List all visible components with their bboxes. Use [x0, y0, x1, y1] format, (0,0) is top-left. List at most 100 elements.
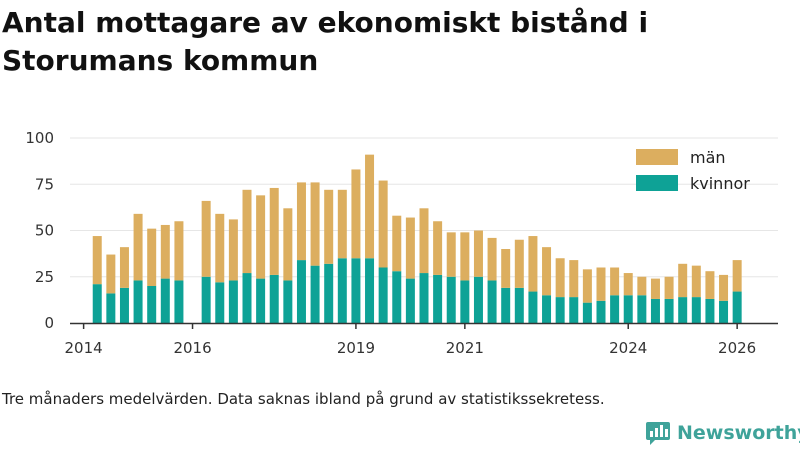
bar-kvinnor-45 [719, 300, 729, 323]
bar-kvinnor-11 [256, 278, 266, 323]
x-tick-label-2016: 2016 [173, 339, 211, 357]
bar-man-17 [337, 189, 347, 259]
bar-kvinnor-23 [419, 273, 429, 323]
bar-man-3 [133, 213, 143, 281]
bar-kvinnor-42 [678, 297, 688, 323]
legend: män kvinnor [636, 148, 750, 193]
bar-man-33 [555, 258, 565, 298]
bar-kvinnor-38 [623, 295, 633, 323]
bar-man-26 [460, 232, 470, 281]
newsworthy-logo-icon [646, 422, 670, 445]
bar-man-40 [650, 278, 660, 299]
bar-man-22 [405, 217, 415, 279]
legend-swatch-men [636, 149, 678, 165]
y-tick-label-25: 25 [35, 268, 54, 286]
bar-kvinnor-17 [337, 258, 347, 323]
bar-man-4 [147, 228, 157, 286]
chart-title: Antal mottagare av ekonomiskt bistånd i … [2, 6, 649, 77]
bar-man-5 [160, 224, 170, 279]
bar-man-21 [392, 215, 402, 272]
bar-kvinnor-22 [405, 278, 415, 323]
bar-kvinnor-27 [473, 276, 483, 323]
bar-man-9 [228, 219, 238, 281]
bar-kvinnor-14 [296, 260, 306, 323]
bar-kvinnor-18 [351, 258, 361, 323]
bar-kvinnor-26 [460, 280, 470, 323]
bar-kvinnor-20 [378, 267, 388, 323]
x-tick-label-2026: 2026 [718, 339, 756, 357]
bar-kvinnor-31 [528, 291, 538, 323]
bar-kvinnor-39 [637, 295, 647, 323]
bar-man-1 [106, 254, 116, 294]
bar-kvinnor-7 [201, 276, 211, 323]
bar-kvinnor-13 [283, 280, 293, 323]
bar-man-27 [473, 230, 483, 277]
bar-man-6 [174, 221, 184, 281]
y-tick-label-0: 0 [44, 314, 54, 332]
bar-kvinnor-12 [269, 274, 279, 323]
chart-caption: Tre månaders medelvärden. Data saknas ib… [2, 390, 605, 408]
bar-man-28 [487, 237, 497, 281]
bar-kvinnor-35 [582, 302, 592, 323]
axes: 0 25 50 75 100 2014 2016 2019 2021 2024 2026 [25, 129, 778, 357]
bar-kvinnor-25 [446, 276, 456, 323]
bar-man-15 [310, 182, 320, 266]
bar-kvinnor-43 [691, 297, 701, 323]
bar-kvinnor-41 [664, 298, 674, 323]
bar-kvinnor-3 [133, 280, 143, 323]
bar-kvinnor-10 [242, 273, 252, 323]
legend-swatch-women [636, 175, 678, 191]
bar-kvinnor-33 [555, 297, 565, 323]
bar-man-37 [610, 267, 620, 296]
bar-man-43 [691, 265, 701, 298]
legend-label-men: män [690, 148, 726, 167]
bar-man-39 [637, 276, 647, 296]
bar-man-23 [419, 208, 429, 274]
bar-man-38 [623, 273, 633, 296]
bar-kvinnor-16 [324, 263, 334, 323]
y-tick-label-100: 100 [25, 129, 54, 147]
bar-man-14 [296, 182, 306, 261]
bar-man-20 [378, 180, 388, 268]
bar-man-16 [324, 189, 334, 264]
bar-man-42 [678, 263, 688, 298]
bar-man-8 [215, 213, 225, 283]
bar-kvinnor-9 [228, 280, 238, 323]
brand-logo: Newsworthy [645, 420, 800, 446]
bar-man-12 [269, 187, 279, 275]
bar-man-19 [365, 154, 375, 259]
bar-man-46 [732, 260, 742, 292]
bar-kvinnor-19 [365, 258, 375, 323]
bar-man-45 [719, 274, 729, 301]
bar-man-41 [664, 276, 674, 299]
bar-kvinnor-30 [514, 287, 524, 323]
x-tick-label-2019: 2019 [337, 339, 375, 357]
x-tick-label-2021: 2021 [446, 339, 484, 357]
bar-man-31 [528, 236, 538, 292]
legend-label-women: kvinnor [690, 174, 750, 193]
bar-man-2 [119, 247, 129, 288]
bar-kvinnor-37 [610, 295, 620, 323]
bar-man-30 [514, 239, 524, 288]
bar-man-10 [242, 189, 252, 274]
bar-kvinnor-28 [487, 280, 497, 323]
bar-kvinnor-46 [732, 291, 742, 323]
x-tick-label-2024: 2024 [609, 339, 647, 357]
bar-man-24 [433, 221, 443, 275]
bar-man-7 [201, 200, 211, 277]
brand-name: Newsworthy [677, 422, 800, 444]
bar-man-36 [596, 267, 606, 301]
bar-man-11 [256, 195, 266, 279]
bar-man-35 [582, 269, 592, 303]
bar-man-18 [351, 169, 361, 259]
bar-man-25 [446, 232, 456, 277]
bar-kvinnor-5 [160, 278, 170, 323]
bar-man-29 [501, 249, 511, 288]
bar-kvinnor-6 [174, 280, 184, 323]
bar-kvinnor-29 [501, 287, 511, 323]
bar-man-32 [542, 247, 552, 296]
bar-kvinnor-34 [569, 297, 579, 323]
bar-kvinnor-1 [106, 293, 116, 323]
bar-kvinnor-2 [119, 287, 129, 323]
y-tick-label-50: 50 [35, 222, 54, 240]
